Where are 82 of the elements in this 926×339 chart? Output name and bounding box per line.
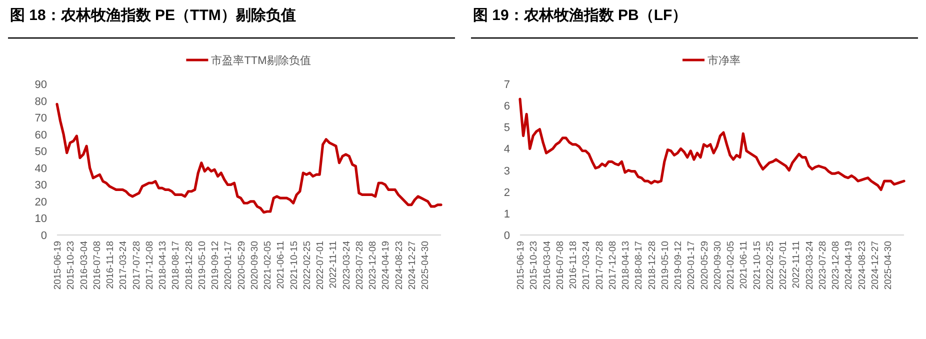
chart-title: 图 18：农林牧渔指数 PE（TTM）剔除负值 — [10, 7, 296, 24]
x-tick-label: 2018-08-17 — [634, 241, 645, 290]
x-tick-label: 2020-01-17 — [223, 241, 234, 290]
y-tick-label: 2 — [504, 186, 510, 199]
x-tick-label: 2022-02-25 — [764, 241, 776, 290]
x-tick-label: 2020-05-29 — [236, 241, 248, 290]
x-tick-label: 2023-03-24 — [804, 241, 816, 290]
x-tick-label: 2023-07-28 — [817, 241, 828, 290]
x-tick-label: 2015-10-23 — [528, 241, 540, 290]
x-tick-label: 2016-11-18 — [568, 241, 580, 289]
x-tick-label: 2015-06-19 — [516, 241, 526, 290]
y-tick-label: 60 — [34, 129, 47, 142]
y-tick-label: 7 — [504, 79, 510, 91]
x-tick-label: 2020-05-29 — [699, 241, 710, 290]
y-tick-label: 70 — [34, 112, 47, 125]
x-tick-label: 2016-07-08 — [92, 241, 103, 290]
x-tick-label: 2015-10-23 — [66, 241, 77, 290]
y-tick-label: 1 — [504, 208, 510, 220]
x-tick-label: 2020-01-17 — [686, 241, 698, 290]
x-tick-label: 2024-12-27 — [870, 241, 881, 290]
x-tick-label: 2023-12-08 — [368, 241, 379, 290]
x-tick-label: 2020-09-30 — [712, 241, 724, 290]
legend: 市盈率TTM剔除负值 — [186, 55, 311, 67]
x-tick-label: 2019-09-12 — [210, 241, 222, 290]
x-tick-label: 2018-12-28 — [646, 241, 658, 290]
x-tick-label: 2016-07-08 — [554, 241, 566, 290]
x-tick-label: 2018-12-28 — [184, 241, 195, 290]
x-tick-label: 2021-10-15 — [288, 241, 300, 290]
y-tick-label: 4 — [504, 144, 510, 156]
x-tick-label: 2022-07-01 — [315, 241, 326, 290]
legend-label: 市盈率TTM剔除负值 — [211, 54, 311, 67]
y-tick-label: 30 — [34, 180, 47, 192]
y-tick-label: 20 — [34, 196, 47, 208]
x-tick-label: 2024-04-19 — [380, 241, 392, 290]
x-tick-label: 2020-09-30 — [249, 241, 260, 290]
y-tick-label: 90 — [34, 79, 47, 91]
x-tick-label: 2025-04-30 — [420, 241, 432, 290]
x-tick-label: 2022-02-25 — [302, 241, 313, 290]
x-tick-label: 2024-08-23 — [394, 241, 405, 290]
x-tick-label: 2018-08-17 — [170, 241, 182, 290]
x-tick-label: 2023-12-08 — [830, 241, 842, 290]
x-tick-label: 2022-11-11 — [328, 241, 340, 288]
x-tick-label: 2017-07-28 — [594, 241, 606, 290]
x-tick-label: 2018-04-13 — [158, 241, 169, 290]
x-tick-label: 2021-10-15 — [752, 241, 763, 290]
x-tick-label: 2015-06-19 — [52, 241, 64, 290]
x-tick-label: 2019-05-10 — [196, 241, 208, 290]
x-tick-label: 2016-03-04 — [78, 241, 90, 290]
y-tick-label: 50 — [34, 146, 47, 158]
x-tick-label: 2016-03-04 — [542, 241, 553, 290]
y-tick-label: 6 — [504, 100, 510, 113]
x-tick-label: 2021-06-11 — [276, 241, 287, 289]
x-tick-label: 2016-11-18 — [105, 241, 116, 289]
x-tick-label: 2023-07-28 — [354, 241, 366, 290]
x-tick-label: 2024-08-23 — [856, 241, 868, 290]
x-tick-label: 2018-04-13 — [620, 241, 632, 290]
x-tick-label: 2017-07-28 — [131, 241, 142, 290]
y-tick-label: 0 — [504, 230, 510, 242]
x-tick-label: 2017-12-08 — [144, 241, 156, 290]
x-tick-label: 2017-12-08 — [607, 241, 618, 290]
x-tick-label: 2022-07-01 — [778, 241, 790, 290]
chart-title: 图 19：农林牧渔指数 PB（LF） — [473, 7, 688, 24]
y-tick-label: 80 — [34, 96, 47, 108]
x-tick-label: 2017-03-24 — [581, 241, 592, 290]
x-tick-label: 2017-03-24 — [118, 241, 130, 290]
x-tick-label: 2024-12-27 — [406, 241, 418, 290]
x-tick-label: 2024-04-19 — [844, 241, 855, 290]
x-tick-label: 2019-05-10 — [660, 241, 671, 290]
y-tick-label: 40 — [34, 162, 47, 175]
legend: 市净率 — [682, 55, 740, 67]
y-tick-label: 0 — [40, 230, 47, 242]
x-tick-label: 2019-09-12 — [673, 241, 684, 290]
legend-label: 市净率 — [708, 54, 740, 67]
x-tick-label: 2025-04-30 — [883, 241, 894, 290]
x-tick-label: 2021-02-05 — [726, 241, 737, 290]
x-tick-label: 2021-02-05 — [262, 241, 274, 290]
x-tick-label: 2021-06-11 — [738, 241, 750, 289]
x-tick-label: 2023-03-24 — [341, 241, 352, 290]
y-tick-label: 5 — [504, 122, 510, 134]
y-tick-label: 10 — [34, 213, 47, 226]
x-tick-label: 2022-11-11 — [791, 241, 802, 288]
y-tick-label: 3 — [504, 165, 510, 178]
